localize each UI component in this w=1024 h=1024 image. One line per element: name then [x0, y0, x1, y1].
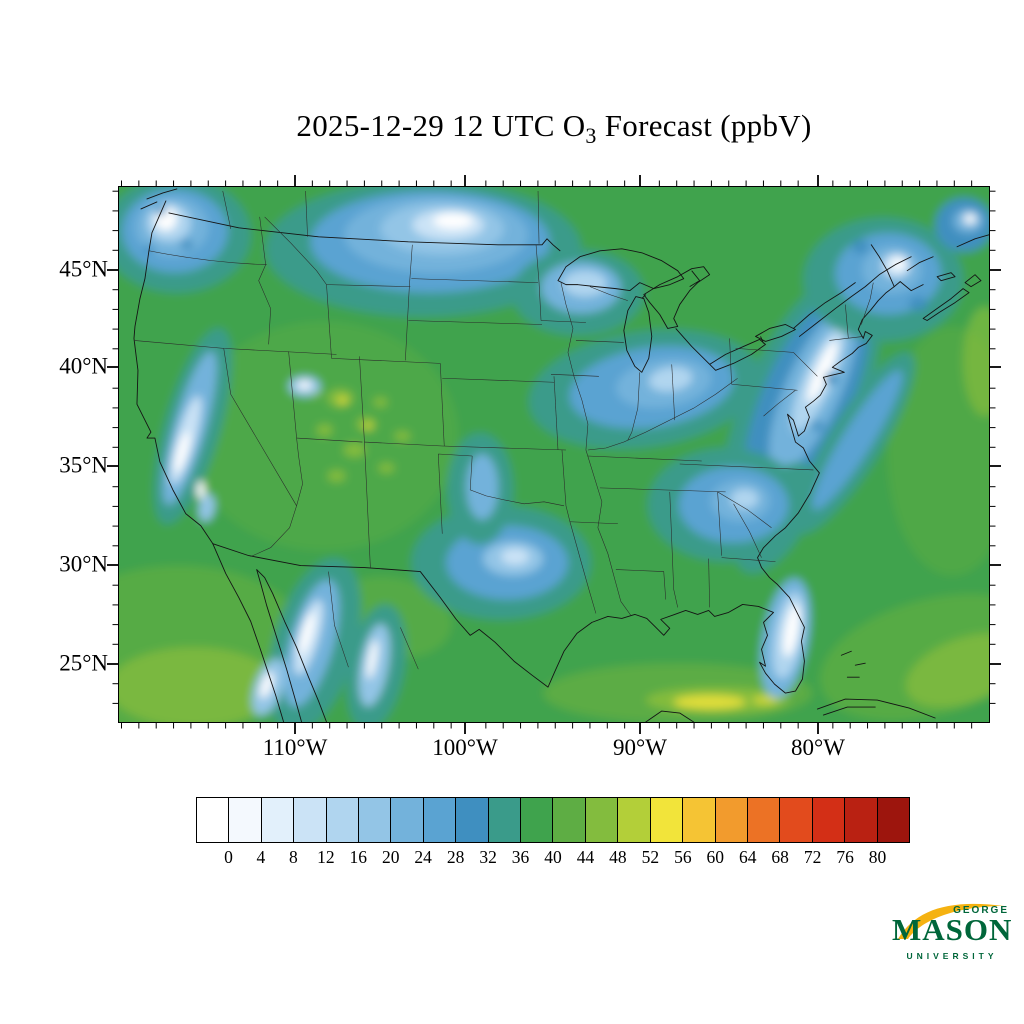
map-plot [119, 187, 989, 722]
colorbar-cell [812, 798, 846, 842]
lake-huron [643, 266, 711, 329]
colorbar-tick-label: 64 [738, 847, 757, 867]
lat-axis-label: 25°N [59, 650, 108, 676]
colorbar-cell [553, 798, 586, 842]
lon-axis-label: 90°W [613, 735, 667, 760]
colorbar-cell [780, 798, 813, 842]
colorbar-cell [683, 798, 716, 842]
colorbar-cell [423, 798, 457, 842]
lat-axis-label: 35°N [59, 452, 108, 478]
colorbar-cell [197, 798, 230, 842]
us-coastline [133, 200, 901, 694]
colorbar-tick-label: 8 [288, 847, 298, 867]
gmu-logo: GEORGE MASON UNIVERSITY [892, 897, 1012, 979]
colorbar-tick-label: 76 [836, 847, 854, 867]
forecast-map [118, 186, 990, 723]
ozone-field [119, 187, 989, 722]
colorbar-tick-label: 52 [641, 847, 660, 867]
coastlines [133, 188, 989, 722]
mexico-coastline [212, 543, 327, 722]
colorbar-tick-label: 68 [771, 847, 789, 867]
colorbar-tick-label: 12 [317, 847, 335, 867]
gmu-swoosh-icon [898, 903, 1004, 939]
logo-george: GEORGE [953, 905, 1009, 916]
colorbar-cell [585, 798, 619, 842]
colorbar-tick-label: 80 [868, 847, 887, 867]
colorbar-cell [521, 798, 554, 842]
lat-axis-label: 40°N [59, 353, 108, 379]
colorbar [196, 797, 910, 843]
colorbar-tick-label: 0 [224, 847, 233, 867]
caribbean-coastlines [645, 650, 936, 722]
canada-border [168, 212, 561, 252]
colorbar-tick-label: 16 [349, 847, 368, 867]
colorbar-tick-label: 48 [609, 847, 627, 867]
vancouver-island [140, 188, 178, 210]
title-text: 2025-12-29 12 UTC O [296, 108, 586, 143]
colorbar-tick-label: 40 [544, 847, 562, 867]
plot-title: 2025-12-29 12 UTC O3 Forecast (ppbV) [76, 108, 1024, 149]
colorbar-cell [877, 798, 909, 842]
lon-axis-label: 110°W [262, 735, 328, 760]
lat-axis-label: 45°N [59, 256, 108, 282]
lake-michigan [623, 294, 653, 373]
colorbar-cell [845, 798, 878, 842]
atlantic-canada-coast [899, 234, 989, 321]
lat-axis-label: 30°N [59, 551, 108, 577]
colorbar-tick-label: 28 [446, 847, 465, 867]
colorbar-cell [618, 798, 651, 842]
colorbar-tick-label: 4 [256, 847, 266, 867]
lon-axis-label: 100°W [432, 735, 498, 760]
colorbar-cell [715, 798, 748, 842]
colorbar-tick-label: 32 [479, 847, 497, 867]
lon-axis-label: 80°W [791, 735, 845, 760]
colorbar-tick-label: 56 [674, 847, 692, 867]
colorbar-cell [391, 798, 424, 842]
colorbar-tick-label: 24 [414, 847, 432, 867]
colorbar-labels: 0 4 8 12 16 20 24 28 32 36 40 44 48 52 56 60 64 68 72 76 80 [196, 847, 910, 871]
colorbar-cell [747, 798, 781, 842]
st-lawrence [793, 244, 912, 337]
colorbar-cell [488, 798, 522, 842]
colorbar-cell [456, 798, 489, 842]
colorbar-cell [326, 798, 360, 842]
great-lakes [557, 248, 796, 373]
lake-superior [557, 248, 685, 292]
title-suffix: Forecast (ppbV) [596, 108, 812, 143]
logo-mason: MASON [892, 912, 1013, 947]
colorbar-cell [294, 798, 327, 842]
colorbar-tick-label: 36 [511, 847, 530, 867]
colorbar-tick-label: 44 [576, 847, 595, 867]
colorbar-tick-label: 60 [706, 847, 725, 867]
colorbar-tick-label: 20 [381, 847, 400, 867]
lake-ontario [755, 324, 796, 342]
colorbar-tick-label: 72 [803, 847, 822, 867]
logo-university: UNIVERSITY [906, 951, 998, 961]
colorbar-cell [229, 798, 262, 842]
colorbar-cell [359, 798, 392, 842]
colorbar-cell [650, 798, 684, 842]
title-subscript: 3 [585, 123, 597, 149]
state-borders [133, 190, 874, 670]
colorbar-cell [261, 798, 295, 842]
